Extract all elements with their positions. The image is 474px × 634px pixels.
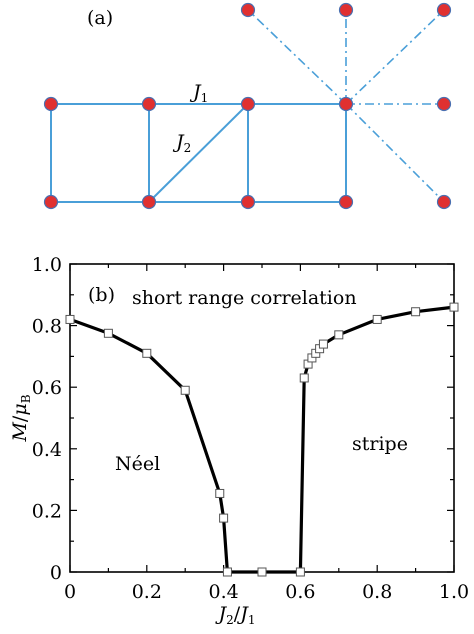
data-point xyxy=(318,339,328,349)
data-point xyxy=(222,567,232,577)
y-ticks: 0 0.2 0.4 0.6 0.8 1.0 xyxy=(32,254,454,584)
x-ticks: 0 0.2 0.4 0.6 0.8 1.0 xyxy=(64,264,469,603)
y-tick-label: 0.4 xyxy=(32,439,62,461)
plot-frame xyxy=(69,263,455,573)
lattice-site xyxy=(141,96,157,112)
x-tick-label: 0.2 xyxy=(132,581,162,603)
data-point xyxy=(65,314,75,324)
data-point xyxy=(215,488,225,498)
lattice-site xyxy=(240,2,256,18)
lattice-site xyxy=(436,194,452,210)
lattice-site xyxy=(141,194,157,210)
data-markers xyxy=(65,302,459,577)
panel-a-lattice: (a) J1 J2 xyxy=(43,2,452,210)
data-point xyxy=(295,567,305,577)
bond-j1-label: J1 xyxy=(189,81,208,105)
lattice-site xyxy=(240,194,256,210)
data-point xyxy=(180,385,190,395)
long-range-bonds xyxy=(247,9,445,203)
region-label-stripe: stripe xyxy=(352,433,408,455)
y-tick-label: 0.2 xyxy=(32,500,62,522)
data-point xyxy=(299,373,309,383)
long-range-bond xyxy=(247,9,347,105)
lattice-site xyxy=(43,96,59,112)
data-point xyxy=(372,314,382,324)
x-axis-label: J2/J1 xyxy=(215,603,256,627)
y-tick-label: 1.0 xyxy=(32,254,62,276)
lattice-site xyxy=(43,194,59,210)
lattice-site xyxy=(338,194,354,210)
y-tick-label: 0 xyxy=(50,562,62,584)
x-tick-label: 0.4 xyxy=(208,581,238,603)
x-tick-label: 0 xyxy=(64,581,76,603)
x-tick-label: 0.6 xyxy=(285,581,315,603)
y-tick-label: 0.8 xyxy=(32,316,62,338)
data-point xyxy=(449,302,459,312)
long-range-bond xyxy=(345,103,445,203)
lattice-site xyxy=(338,2,354,18)
bond-j2-diagonal xyxy=(148,103,249,203)
data-point xyxy=(257,567,267,577)
x-tick-label: 1.0 xyxy=(439,581,469,603)
data-point xyxy=(334,330,344,340)
lattice-site xyxy=(338,96,354,112)
data-point xyxy=(411,307,421,317)
panel-a-label: (a) xyxy=(87,7,113,29)
annotation-short-range: short range correlation xyxy=(132,287,357,309)
data-point xyxy=(219,513,229,523)
panel-b-label: (b) xyxy=(88,284,115,306)
data-point xyxy=(103,328,113,338)
y-axis-label: M/μB xyxy=(9,394,33,442)
x-tick-label: 0.8 xyxy=(362,581,392,603)
lattice-sites xyxy=(43,2,452,210)
nearest-neighbor-bonds xyxy=(50,103,347,203)
lattice-site xyxy=(240,96,256,112)
lattice-site xyxy=(436,96,452,112)
long-range-bond xyxy=(345,9,445,105)
data-point xyxy=(142,348,152,358)
region-label-neel: Néel xyxy=(115,453,160,475)
panel-b-chart: 0 0.2 0.4 0.6 0.8 1.0 0 0.2 0.4 0.6 0.8 1.0 (b) sh… xyxy=(9,254,469,627)
lattice-site xyxy=(436,2,452,18)
bond-j2-label: J2 xyxy=(172,131,191,155)
y-tick-label: 0.6 xyxy=(32,377,62,399)
